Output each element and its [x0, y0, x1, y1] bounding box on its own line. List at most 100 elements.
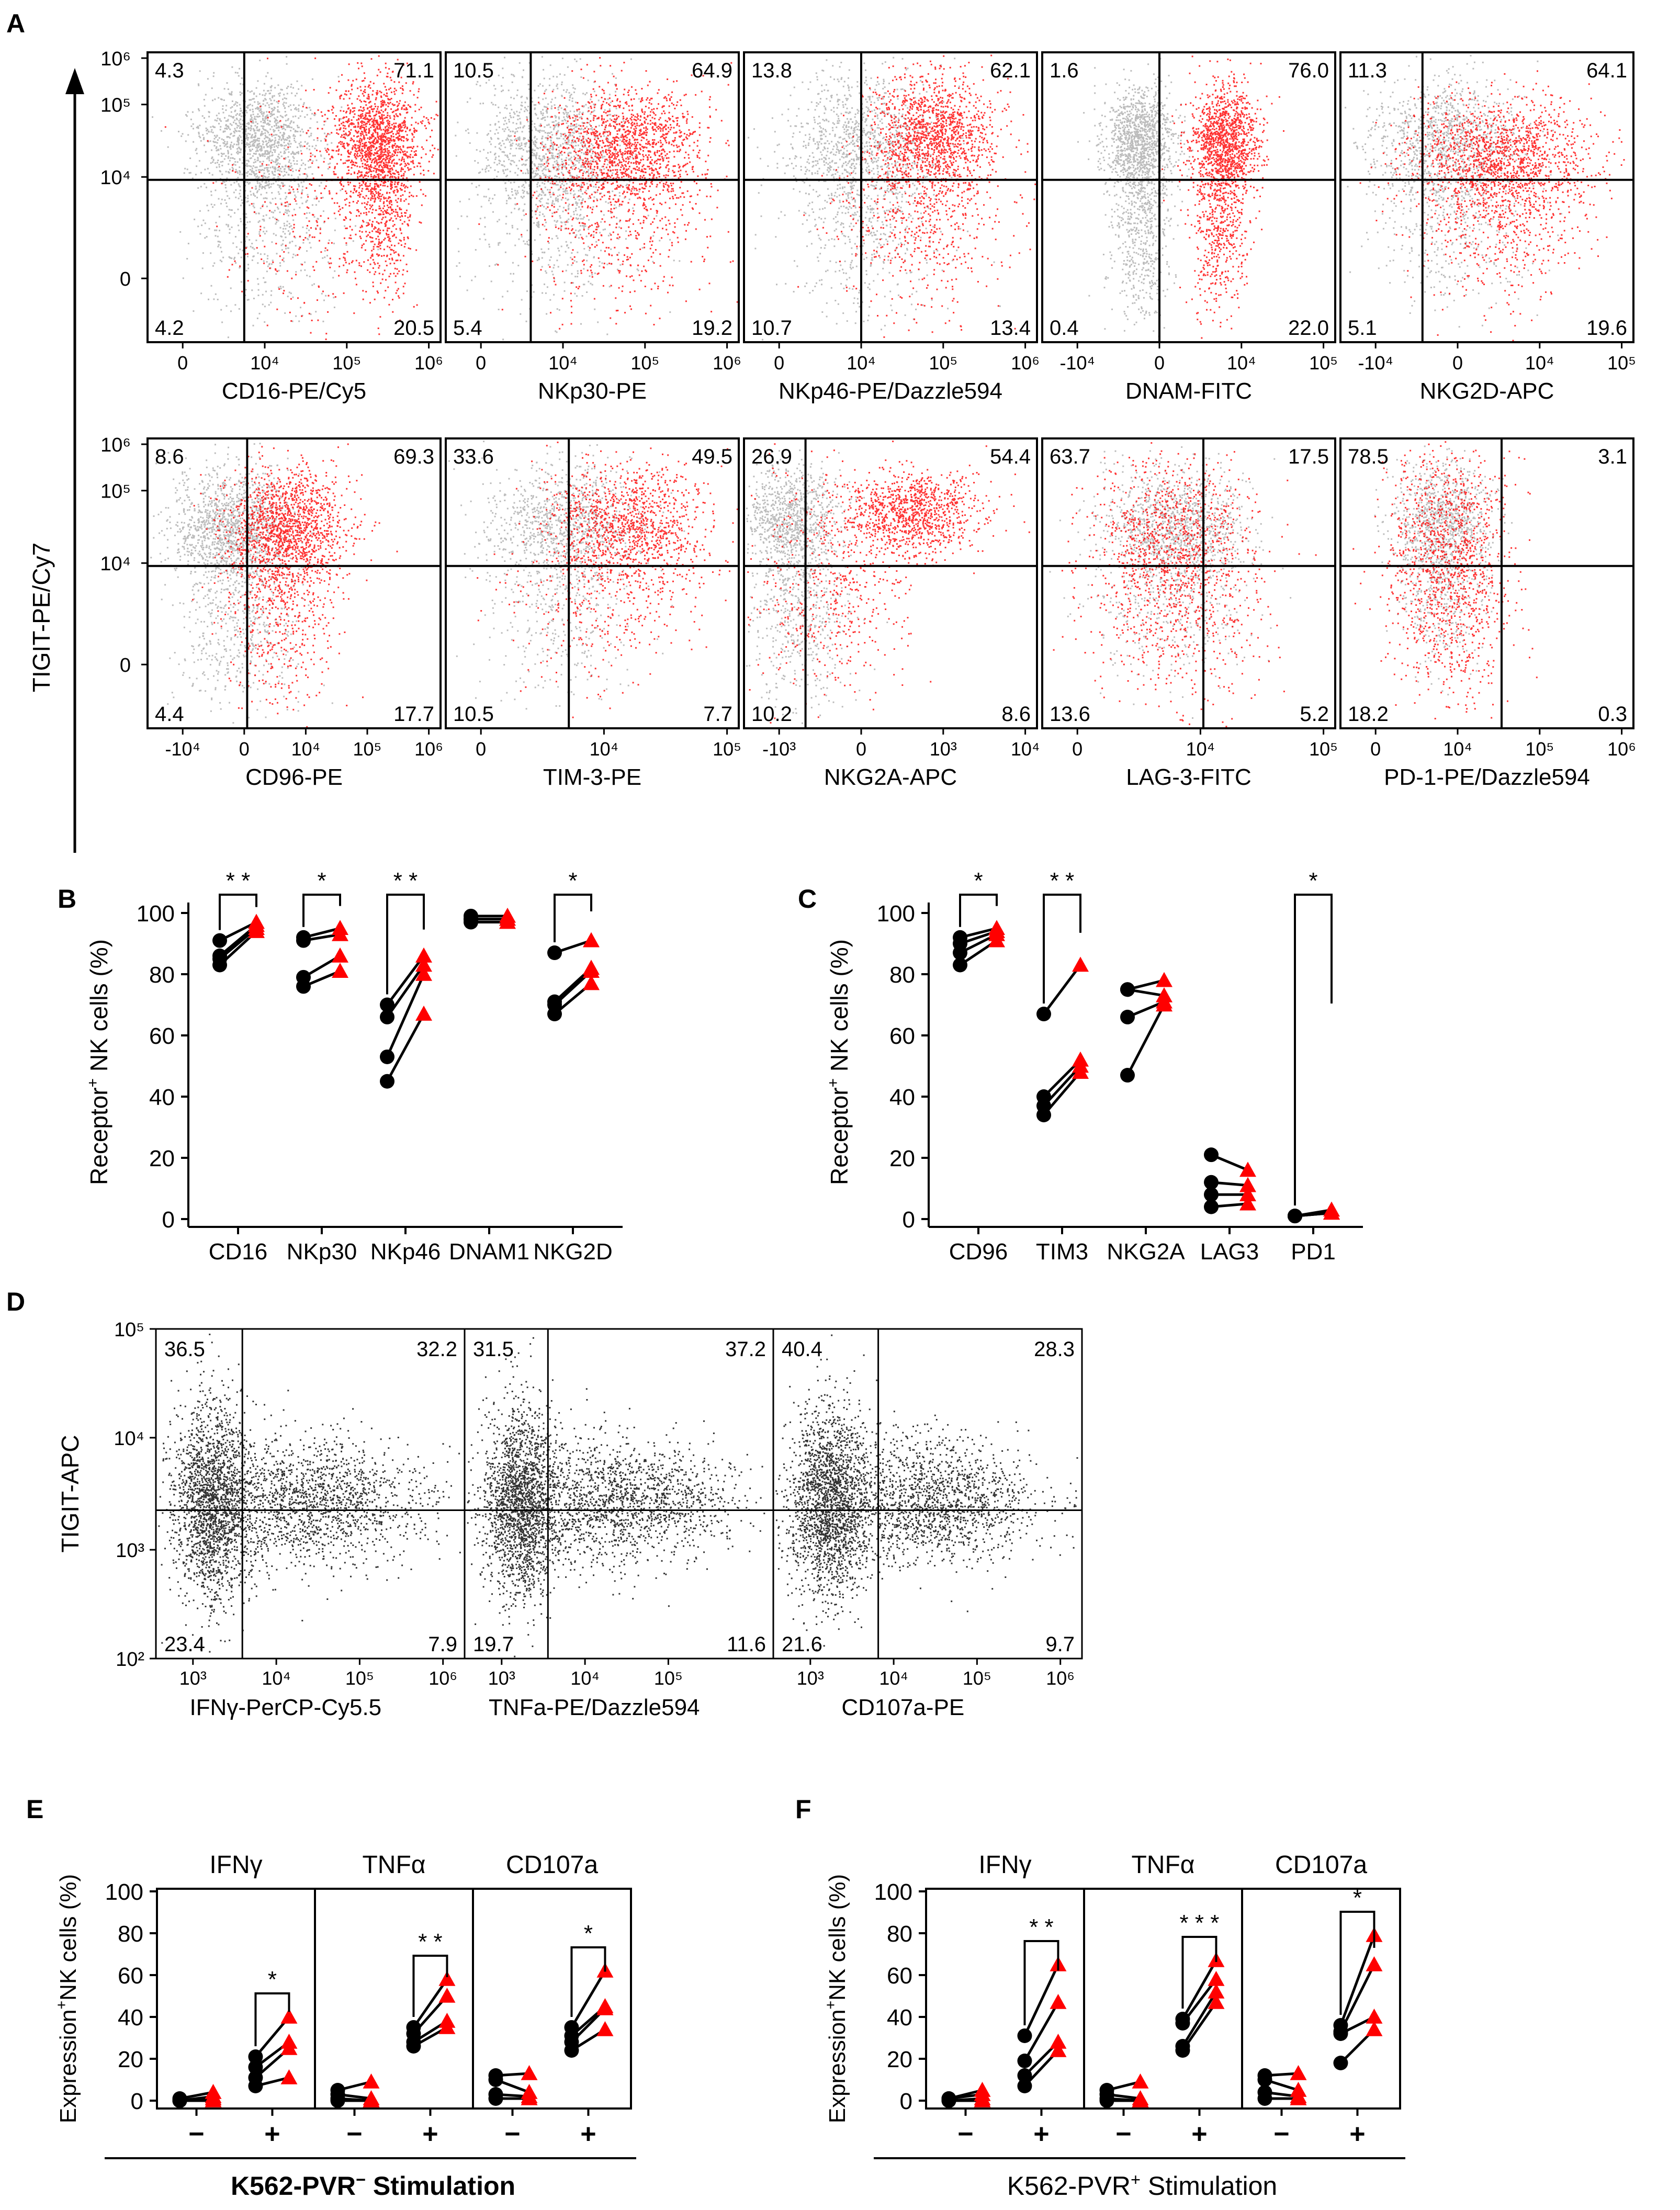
x-tick-label: 10⁵ [353, 738, 382, 760]
data-triangle [1208, 1983, 1225, 1999]
y-axis-label-tigit: TIGIT-PE/Cy7 [28, 543, 55, 692]
x-category-label: NKp30 [287, 1239, 357, 1265]
x-category-label: − [1273, 2119, 1289, 2149]
pair-line [1339, 1935, 1375, 2026]
data-triangle [363, 2073, 380, 2089]
y-axis-label-expression: Expression+NK cells (%) [822, 1874, 850, 2123]
group-data-3: * [1257, 1885, 1383, 2106]
y-tick-label: 10⁴ [114, 1428, 144, 1450]
x-tick-label: 10⁴ [250, 352, 279, 374]
x-tick-label: 10⁵ [1525, 738, 1554, 760]
data-triangle [583, 975, 600, 990]
y-axis-label-expression-sup: + [53, 2001, 70, 2010]
footer-label-rest: Stimulation [366, 2171, 515, 2201]
data-triangle [1239, 1195, 1256, 1211]
panel-d: D TIGIT-APC 10⁵ 10⁴ 10³ 10² 36.5 32.2 23.4 7.9 10³… [6, 1287, 1083, 1720]
x-axis-label: NKG2A-APC [824, 764, 957, 790]
quadrant-value-lower-right: 7.9 [428, 1633, 457, 1656]
category-group-dnam1 [464, 907, 516, 930]
quadrant-value-lower-right: 13.4 [990, 317, 1031, 340]
data-circle [296, 979, 311, 994]
x-category-label: CD96 [949, 1239, 1008, 1265]
y-tick-label: 80 [887, 1921, 912, 1947]
data-triangle [280, 2069, 298, 2084]
significance-bracket [302, 894, 341, 927]
quadrant-value-upper-left: 33.6 [453, 445, 494, 468]
quadrant-value-upper-right: 64.9 [692, 59, 732, 82]
quadrant-value-upper-left: 8.6 [155, 445, 184, 468]
y-axis-label-expression-rest: NK cells (%) [55, 1874, 81, 2001]
footer-label-main: K562-PVR [231, 2171, 356, 2201]
x-axis-label: IFNγ-PerCP-Cy5.5 [189, 1695, 381, 1720]
data-circle [1120, 1068, 1135, 1083]
quadrant-value-upper-right: 54.4 [990, 445, 1031, 468]
quadrant-value-lower-right: 8.6 [1001, 703, 1031, 726]
flow-plot-a-1-2: 10.5 64.9 5.4 19.2 0 10⁴ 10⁵ 10⁶ NKp30-PE [445, 51, 741, 404]
data-triangle [1239, 1162, 1256, 1177]
group-title-3: CD107a [506, 1851, 598, 1879]
y-tick-label: 0 [120, 268, 131, 290]
y-tick-label: 0 [131, 2089, 143, 2114]
quadrant-value-upper-left: 4.3 [155, 59, 184, 82]
quadrant-value-upper-left: 11.3 [1348, 59, 1387, 82]
data-triangle [1072, 1064, 1089, 1079]
flow-plot-a-1-4: 1.6 76.0 0.4 22.0 -10⁴ 0 10⁴ 10⁵ DNAM-FITC [1041, 51, 1338, 404]
group-title-2: TNFα [362, 1851, 425, 1879]
panel-c: C Receptor+ NK cells (%) 0 20 40 60 80 100 CD96 *… [798, 868, 1363, 1265]
plot-frame [156, 1888, 632, 2110]
data-circle [1017, 2054, 1032, 2068]
data-circle [564, 2043, 579, 2058]
y-tick-label: 100 [877, 901, 915, 927]
data-circle [1204, 1199, 1219, 1214]
x-category-label: CD16 [209, 1239, 268, 1265]
x-tick-label: 10⁶ [1011, 352, 1040, 374]
x-tick-label: 10⁴ [291, 738, 321, 760]
plot-frame [445, 437, 740, 729]
pair-line [1023, 2001, 1059, 2062]
plot-frame [743, 51, 1038, 343]
significance-stars: * [317, 868, 326, 894]
quadrant-value-upper-right: 69.3 [393, 445, 434, 468]
x-tick-label: 10⁵ [1607, 352, 1636, 374]
quadrant-value-lower-left: 23.4 [164, 1633, 205, 1656]
data-circle [212, 933, 227, 948]
panel-letter-c: C [798, 884, 817, 914]
quadrant-value-lower-left: 5.1 [1348, 317, 1377, 340]
x-axis-label: TNFa-PE/Dazzle594 [489, 1695, 700, 1720]
data-triangle [1132, 2073, 1149, 2089]
y-tick-label: 60 [118, 1963, 143, 1989]
flow-plot-a-2-4: 63.7 17.5 13.6 5.2 0 10⁴ 10⁵ LAG-3-FITC [1041, 437, 1338, 790]
group-title-2: TNFα [1131, 1851, 1194, 1879]
data-triangle [363, 2092, 380, 2107]
x-tick-label: 0 [1072, 738, 1083, 760]
quadrant-value-upper-right: 3.1 [1598, 445, 1627, 468]
significance-stars: * [1353, 1885, 1362, 1911]
data-circle [296, 933, 311, 948]
y-tick-label: 0 [162, 1207, 175, 1233]
y-axis-label-receptor: Receptor+ NK cells (%) [84, 939, 112, 1185]
x-tick-label: 10⁶ [429, 1667, 457, 1689]
y-axis-label-expression-main: Expression [825, 2010, 850, 2124]
data-circle [1204, 1187, 1219, 1202]
x-tick-label: 10⁵ [929, 352, 957, 374]
data-triangle [1132, 2092, 1149, 2107]
quadrant-value-upper-right: 28.3 [1034, 1338, 1075, 1361]
quadrant-value-upper-right: 76.0 [1288, 59, 1329, 82]
quadrant-value-upper-left: 63.7 [1050, 445, 1090, 468]
y-axis-label-receptor-sup: + [825, 1078, 842, 1087]
x-tick-label: 10⁴ [1011, 738, 1040, 760]
quadrant-value-upper-right: 64.1 [1586, 59, 1627, 82]
pair-line [570, 1970, 606, 2028]
data-triangle [1239, 1186, 1256, 1201]
pair-line [1042, 964, 1082, 1015]
x-tick-label: 10⁵ [654, 1667, 683, 1689]
x-tick-label: 10⁴ [262, 1667, 291, 1689]
significance-bracket [554, 894, 592, 943]
panel-letter-b: B [58, 884, 76, 914]
x-tick-label: 0 [1452, 352, 1463, 374]
y-axis-label-expression: Expression+NK cells (%) [53, 1874, 81, 2123]
quadrant-value-upper-right: 71.1 [393, 59, 434, 82]
plot-frame [925, 1888, 1401, 2110]
quadrant-value-lower-right: 19.2 [692, 317, 732, 340]
